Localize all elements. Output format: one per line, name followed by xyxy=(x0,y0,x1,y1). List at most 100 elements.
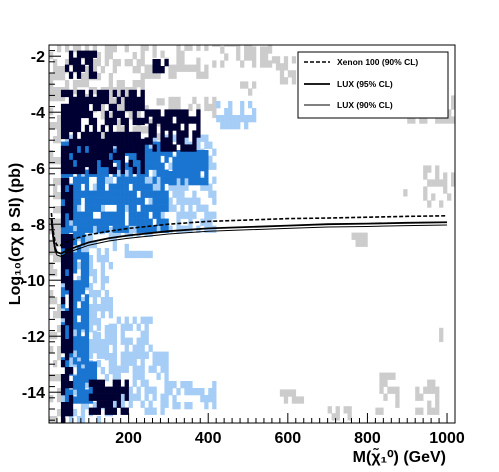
heatmap-cell-gray xyxy=(196,103,201,112)
heatmap-cell-gray xyxy=(291,56,297,64)
heatmap-cell-navy xyxy=(148,109,153,117)
heatmap-cell-light_blue xyxy=(200,388,205,396)
heatmap-cell-mid_blue xyxy=(132,162,137,170)
heatmap-cell-navy xyxy=(168,130,173,138)
heatmap-cell-navy xyxy=(168,116,173,124)
heatmap-cell-gray xyxy=(283,389,289,397)
heatmap-cell-navy xyxy=(76,96,82,105)
heatmap-cell-light_blue xyxy=(212,395,217,403)
heatmap-cell-mid_blue xyxy=(76,148,82,156)
heatmap-cell-gray xyxy=(427,379,432,387)
heatmap-cell-navy xyxy=(68,185,74,193)
heatmap-cell-mid_blue xyxy=(172,164,177,172)
heatmap-cell-light_blue xyxy=(84,248,90,256)
heatmap-cell-gray xyxy=(259,46,265,54)
heatmap-cell-gray xyxy=(52,185,58,193)
heatmap-cell-gray xyxy=(56,73,62,81)
heatmap-cell-light_blue xyxy=(96,416,102,423)
heatmap-cell-mid_blue xyxy=(192,157,197,165)
heatmap-cell-gray xyxy=(112,66,117,74)
heatmap-cell-gray xyxy=(252,46,257,54)
heatmap-cell-navy xyxy=(60,220,66,228)
heatmap-cell-navy xyxy=(156,109,161,117)
heatmap-cell-gray xyxy=(49,248,54,256)
heatmap-cell-light_blue xyxy=(92,241,98,249)
heatmap-cell-light_blue xyxy=(228,122,233,130)
heatmap-cell-mid_blue xyxy=(76,294,82,302)
heatmap-cell-navy xyxy=(176,116,181,124)
heatmap-cell-gray xyxy=(144,71,149,79)
heatmap-cell-mid_blue xyxy=(84,197,90,205)
heatmap-cell-mid_blue xyxy=(120,190,125,198)
heatmap-cell-mid_blue xyxy=(156,162,161,170)
heatmap-cell-light_blue xyxy=(228,108,233,116)
heatmap-cell-navy xyxy=(64,64,70,72)
heatmap-cell-navy xyxy=(96,131,102,140)
heatmap-cell-navy xyxy=(64,192,70,200)
heatmap-cell-navy xyxy=(64,145,70,154)
heatmap-cell-mid_blue xyxy=(92,204,98,212)
heatmap-cell-gray xyxy=(52,206,58,214)
heatmap-cell-gray xyxy=(395,386,400,394)
heatmap-cell-light_blue xyxy=(156,351,161,359)
heatmap-cell-navy xyxy=(104,110,110,119)
heatmap-cell-mid_blue xyxy=(184,157,189,165)
heatmap-cell-gray xyxy=(152,45,157,51)
heatmap-cell-mid_blue xyxy=(156,148,161,156)
heatmap-cell-mid_blue xyxy=(96,225,102,233)
heatmap-cell-mid_blue xyxy=(104,225,110,233)
heatmap-cell-gray xyxy=(236,45,241,47)
heatmap-cell-navy xyxy=(132,110,137,119)
heatmap-cell-gray xyxy=(391,386,396,394)
heatmap-cell-navy xyxy=(88,71,94,79)
heatmap-cell-mid_blue xyxy=(136,211,141,219)
heatmap-cell-light_blue xyxy=(156,372,161,380)
heatmap-cell-light_blue xyxy=(148,365,153,373)
heatmap-cell-mid_blue xyxy=(124,190,129,198)
heatmap-cell-gray xyxy=(52,66,58,74)
heatmap-cell-mid_blue xyxy=(148,190,153,198)
heatmap-cell-mid_blue xyxy=(116,190,121,198)
heatmap-cell-navy xyxy=(88,57,94,65)
heatmap-cell-mid_blue xyxy=(200,150,205,158)
heatmap-cell-navy xyxy=(88,110,94,119)
heatmap-cell-navy xyxy=(64,89,70,98)
heatmap-cell-gray xyxy=(160,50,165,58)
heatmap-cell-navy xyxy=(68,117,74,126)
heatmap-cell-mid_blue xyxy=(124,183,129,191)
heatmap-cell-mid_blue xyxy=(116,162,121,170)
heatmap-cell-mid_blue xyxy=(80,368,86,376)
heatmap-cell-light_blue xyxy=(124,316,129,324)
heatmap-cell-mid_blue xyxy=(104,190,110,198)
heatmap-cell-gray xyxy=(411,116,416,124)
heatmap-cell-navy xyxy=(112,117,117,126)
heatmap-cell-navy xyxy=(120,152,125,161)
heatmap-cell-mid_blue xyxy=(176,164,181,172)
heatmap-cell-gray xyxy=(49,269,54,277)
heatmap-cell-light_blue xyxy=(212,225,217,233)
heatmap-cell-light_blue xyxy=(164,365,169,373)
heatmap-cell-light_blue xyxy=(124,229,129,238)
heatmap-cell-light_blue xyxy=(184,197,189,205)
heatmap-cell-light_blue xyxy=(104,248,110,256)
heatmap-cell-mid_blue xyxy=(120,218,125,226)
heatmap-cell-navy xyxy=(60,255,66,263)
heatmap-cell-gray xyxy=(427,407,432,415)
heatmap-cell-light_blue xyxy=(212,211,217,219)
heatmap-cell-navy xyxy=(64,374,70,382)
heatmap-cell-light_blue xyxy=(184,176,189,184)
heatmap-cell-gray xyxy=(347,413,352,421)
heatmap-cell-light_blue xyxy=(140,379,145,387)
heatmap-cell-navy xyxy=(108,400,113,408)
heatmap-cell-mid_blue xyxy=(124,197,129,205)
heatmap-cell-mid_blue xyxy=(204,157,209,165)
heatmap-cell-gray xyxy=(52,218,58,226)
heatmap-cell-mid_blue xyxy=(120,211,125,219)
heatmap-cell-navy xyxy=(60,206,66,214)
heatmap-cell-mid_blue xyxy=(84,266,90,274)
heatmap-cell-gray xyxy=(56,374,62,382)
heatmap-cell-gray xyxy=(124,45,129,53)
heatmap-cell-navy xyxy=(132,117,137,126)
heatmap-cell-navy xyxy=(68,199,74,207)
heatmap-cell-light_blue xyxy=(88,290,94,298)
